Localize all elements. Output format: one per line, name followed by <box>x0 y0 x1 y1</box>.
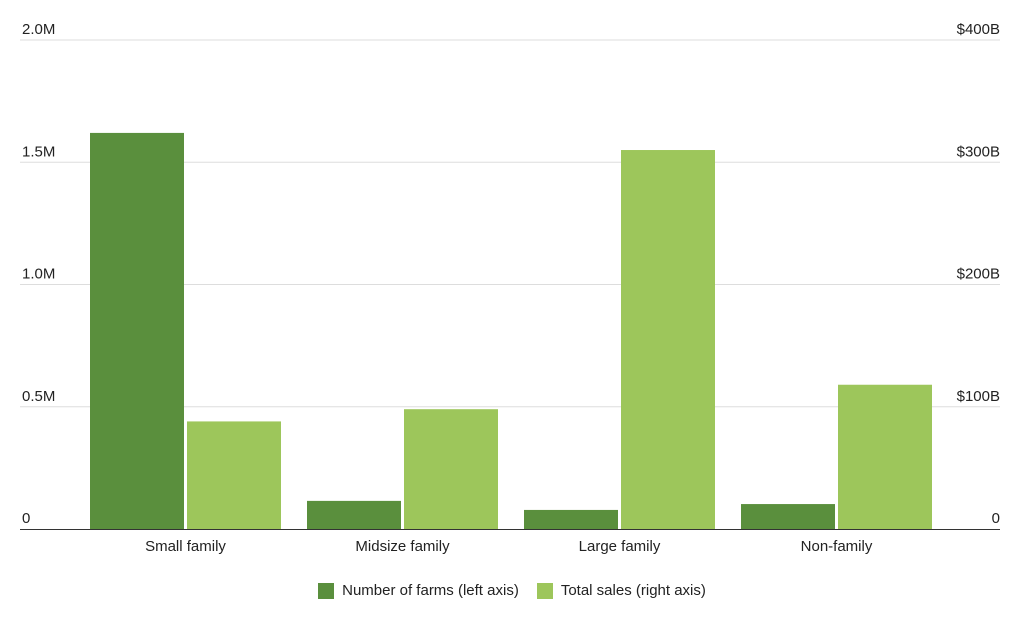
bar-sales <box>404 409 498 529</box>
right-tick-label: $100B <box>957 388 1000 405</box>
category-label: Large family <box>579 538 661 555</box>
right-tick-label: $200B <box>957 266 1000 283</box>
left-tick-label: 2.0M <box>22 21 55 38</box>
legend-label-sales: Total sales (right axis) <box>560 582 706 599</box>
right-tick-label: $400B <box>957 21 1000 38</box>
legend: Number of farms (left axis) Total sales … <box>0 582 1024 599</box>
legend-swatch-sales <box>536 582 553 599</box>
category-label: Midsize family <box>355 538 450 555</box>
category-label: Non-family <box>801 538 873 555</box>
left-tick-label: 1.5M <box>22 143 55 160</box>
bar-sales <box>187 421 281 529</box>
bar-farms <box>741 504 835 529</box>
chart: 0 0 0.5M $100B 1.0M $200B 1.5M $300B 2.0M $400B Sm… <box>20 21 1000 555</box>
left-tick-label: 0 <box>22 510 30 527</box>
right-tick-label: 0 <box>992 510 1000 527</box>
bar-farms <box>90 132 184 529</box>
left-tick-label: 0.5M <box>22 388 55 405</box>
category-label: Small family <box>145 538 226 555</box>
bar-sales <box>838 384 932 529</box>
right-tick-label: $300B <box>957 143 1000 160</box>
legend-label-farms: Number of farms (left axis) <box>342 582 519 599</box>
legend-item-sales: Total sales (right axis) <box>536 582 706 599</box>
bar-sales <box>621 150 715 529</box>
left-tick-label: 1.0M <box>22 266 55 283</box>
bar-farms <box>307 500 401 529</box>
legend-swatch-farms <box>318 582 335 599</box>
legend-item-farms: Number of farms (left axis) <box>318 582 519 599</box>
bar-farms <box>524 509 618 529</box>
